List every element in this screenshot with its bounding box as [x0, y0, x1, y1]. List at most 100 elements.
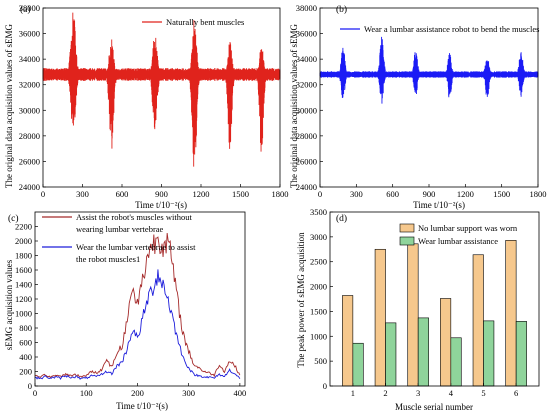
panel-c-legend-label-1b: wearing lumbar vertebrae — [76, 224, 164, 234]
panel-c-y-axis-label: sEMG acquisition values — [4, 259, 14, 350]
panel-c: (c) sEMG acquisition values Time t/10⁻²(… — [4, 211, 247, 411]
panel-d-y-tick-label: 3500 — [310, 207, 327, 217]
panel-c-label: (c) — [8, 213, 19, 224]
panel-d-y-tick-label: 500 — [314, 356, 327, 366]
panel-b-x-tick-label: 1200 — [457, 189, 474, 199]
panel-b-y-tick-label: 28000 — [296, 131, 317, 141]
panel-d-x-axis-label: Muscle serial number — [395, 402, 473, 412]
panel-d-x-tick-label: 1 — [351, 388, 355, 398]
panel-d-bar-2-4 — [450, 337, 462, 387]
panel-c-series-1-line — [34, 232, 241, 379]
panel-d-bar-1-3 — [407, 243, 419, 387]
panel-c-y-tick-label: 800 — [19, 323, 32, 333]
panel-c-series-2-line — [34, 269, 241, 381]
panel-c-y-tick-label: 1400 — [15, 280, 32, 290]
panel-a-y-tick-label: 24000 — [19, 182, 40, 192]
panel-a-y-tick-label: 38000 — [19, 3, 40, 13]
panel-c-legend-label-2a: Wear the lumbar vertebrae to assist — [76, 242, 196, 252]
panel-b-plot-frame — [319, 7, 539, 188]
panel-a-x-tick-label: 300 — [76, 189, 89, 199]
panel-d-legend-label-1: No lumbar support was worn — [418, 223, 518, 233]
panel-d-bar-1-4 — [440, 298, 452, 387]
panel-a-signal-line — [42, 12, 281, 167]
panel-d-bar-1-6 — [505, 240, 517, 387]
panel-b-x-tick-label: 1500 — [493, 189, 510, 199]
panel-a-y-tick-label: 34000 — [19, 54, 40, 64]
panel-d-label: (d) — [336, 213, 347, 224]
panel-c-plot-frame — [34, 211, 246, 387]
panel-d-legend-swatch-1 — [399, 223, 415, 233]
panel-d-x-tick-label: 2 — [383, 388, 387, 398]
panel-b-y-tick-label: 36000 — [296, 29, 317, 39]
panel-a-legend-label: Naturally bent muscles — [166, 17, 244, 27]
panel-d-bar-2-6 — [515, 321, 527, 387]
panel-b-x-tick-label: 0 — [318, 189, 322, 199]
panel-d-x-tick-label: 4 — [449, 388, 454, 398]
panel-c-y-tick-label: 1800 — [15, 251, 32, 261]
panel-b-y-tick-label: 26000 — [296, 156, 317, 166]
panel-a-legend: Naturally bent muscles — [142, 17, 244, 27]
panel-d-bar-2-3 — [417, 317, 429, 387]
panel-a-y-tick-label: 28000 — [19, 131, 40, 141]
panel-c-y-tick-label: 2200 — [15, 222, 32, 232]
panel-c-y-tick-label: 600 — [19, 338, 32, 348]
panel-a-y-axis-label: The original data acquisition values of … — [4, 24, 14, 188]
panel-d-plot-frame — [329, 211, 540, 387]
panel-d-y-axis-label: The peak power of sEMG acquisition — [296, 232, 306, 368]
panel-d-x-tick-label: 6 — [514, 388, 518, 398]
panel-d-bar-2-1 — [352, 342, 364, 387]
panel-b: (b) The original data acquisition values… — [289, 3, 547, 210]
panel-b-y-tick-label: 32000 — [296, 80, 317, 90]
panel-c-x-tick-label: 400 — [234, 388, 247, 398]
panel-d-bar-1-2 — [374, 248, 386, 387]
panel-c-y-tick-label: 1000 — [15, 309, 32, 319]
panel-b-x-axis-label: Time t/10⁻²(s) — [413, 200, 465, 210]
panel-a-x-tick-label: 600 — [116, 189, 129, 199]
panel-c-x-axis-label: Time t/10⁻²(s) — [116, 401, 168, 411]
panel-a-y-tick-label: 30000 — [19, 105, 40, 115]
panel-a-plot-frame — [42, 7, 281, 188]
panel-d-bar-2-5 — [483, 320, 495, 387]
panel-b-x-tick-label: 900 — [423, 189, 436, 199]
panel-c-x-tick-label: 100 — [80, 388, 93, 398]
panel-b-y-tick-label: 34000 — [296, 54, 317, 64]
panel-d-y-tick-label: 2000 — [310, 282, 327, 292]
panel-d-legend-swatch-2 — [399, 236, 415, 246]
panel-b-label: (b) — [336, 4, 347, 15]
panel-a-x-axis-label: Time t/10⁻²(s) — [135, 200, 187, 210]
panel-d-y-tick-label: 3000 — [310, 232, 327, 242]
panel-a-x-tick-label: 0 — [41, 189, 45, 199]
panel-c-x-tick-label: 0 — [33, 388, 37, 398]
panel-c-y-tick-label: 0 — [28, 381, 32, 391]
panel-b-y-tick-label: 30000 — [296, 105, 317, 115]
panel-d: (d) The peak power of sEMG acquisition M… — [296, 207, 540, 412]
panel-c-legend-label-2b: the robot muscles1 — [76, 254, 140, 264]
panel-b-y-tick-label: 38000 — [296, 3, 317, 13]
panel-d-bar-1-5 — [472, 254, 484, 387]
panel-b-signal-line — [319, 36, 539, 104]
panel-b-x-tick-label: 1800 — [530, 189, 547, 199]
panel-a-y-tick-label: 32000 — [19, 80, 40, 90]
panel-d-legend: No lumbar support was worn Wear lumbar a… — [399, 223, 518, 246]
panel-d-x-tick-label: 3 — [416, 388, 420, 398]
panel-d-y-tick-label: 2500 — [310, 257, 327, 267]
panel-a-x-tick-label: 1200 — [193, 189, 210, 199]
panel-d-bar-2-2 — [385, 322, 397, 387]
panel-d-y-tick-label: 0 — [323, 381, 327, 391]
panel-a: (a) The original data acquisition values… — [4, 3, 289, 210]
panel-c-y-tick-label: 1200 — [15, 294, 32, 304]
panel-b-y-axis-label: The original data acquisition values of … — [289, 24, 299, 188]
panel-d-x-tick-label: 5 — [481, 388, 485, 398]
panel-c-y-tick-label: 2000 — [15, 236, 32, 246]
panel-c-legend: Assist the robot's muscles without weari… — [42, 212, 196, 264]
panel-a-y-tick-label: 26000 — [19, 156, 40, 166]
panel-c-x-tick-label: 300 — [182, 388, 195, 398]
panel-b-legend-label: Wear a lumbar assistance robot to bend t… — [364, 24, 539, 34]
panel-b-legend: Wear a lumbar assistance robot to bend t… — [340, 24, 539, 34]
panel-c-legend-label-1a: Assist the robot's muscles without — [76, 212, 192, 222]
panel-a-y-tick-label: 36000 — [19, 29, 40, 39]
panel-a-x-tick-label: 900 — [155, 189, 168, 199]
panel-d-bar-1-1 — [342, 295, 354, 387]
panel-b-x-tick-label: 600 — [386, 189, 399, 199]
